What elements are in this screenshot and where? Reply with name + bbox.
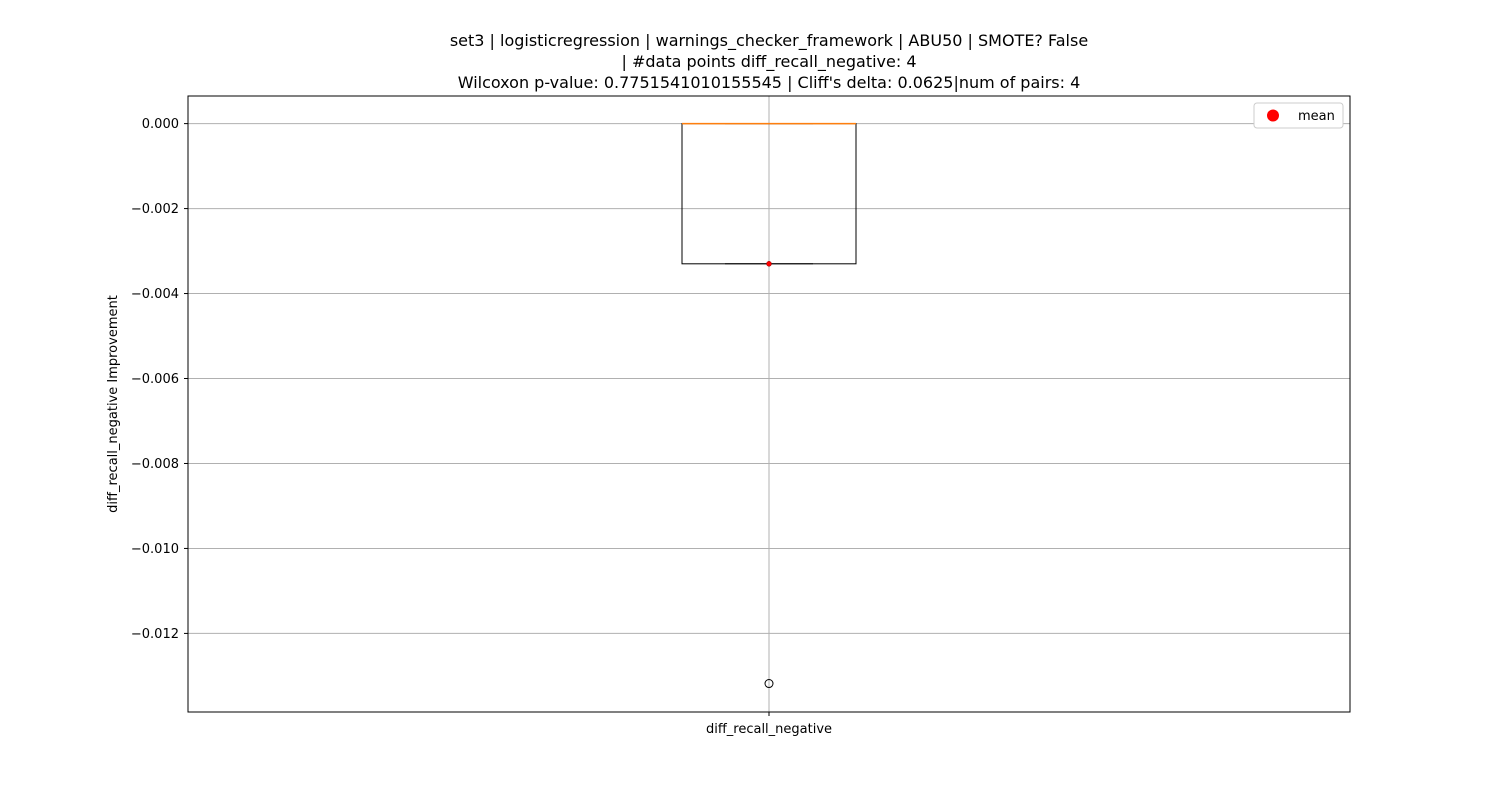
chart-title: set3 | logisticregression | warnings_che… (450, 31, 1088, 92)
legend: mean (1253, 102, 1344, 129)
y-axis-label: diff_recall_negative Improvement (106, 295, 121, 513)
plot-marks (681, 122, 857, 689)
mean-point (766, 261, 772, 267)
legend-mean-marker (1267, 109, 1279, 122)
title-line-2: | #data points diff_recall_negative: 4 (621, 52, 916, 72)
y-axis-ticks: 0.000 −0.002 −0.004 −0.006 −0.008 −0.010 −0.01… (131, 117, 188, 642)
y-tick-label: −0.002 (131, 202, 179, 217)
title-line-1: set3 | logisticregression | warnings_che… (450, 31, 1088, 51)
y-tick-label: −0.008 (131, 457, 179, 472)
x-axis-ticks: diff_recall_negative (706, 712, 832, 737)
y-tick-label: −0.004 (131, 287, 179, 302)
x-tick-label: diff_recall_negative (706, 722, 832, 737)
legend-mean-label: mean (1298, 109, 1335, 124)
outlier-point (764, 679, 774, 689)
legend-box (1253, 102, 1344, 129)
y-tick-label: −0.010 (131, 542, 179, 557)
title-line-3: Wilcoxon p-value: 0.7751541010155545 | C… (458, 73, 1081, 92)
y-tick-label: 0.000 (142, 117, 179, 132)
y-tick-label: −0.012 (131, 627, 179, 642)
grid-lines (188, 96, 1350, 712)
y-tick-label: −0.006 (131, 372, 179, 387)
